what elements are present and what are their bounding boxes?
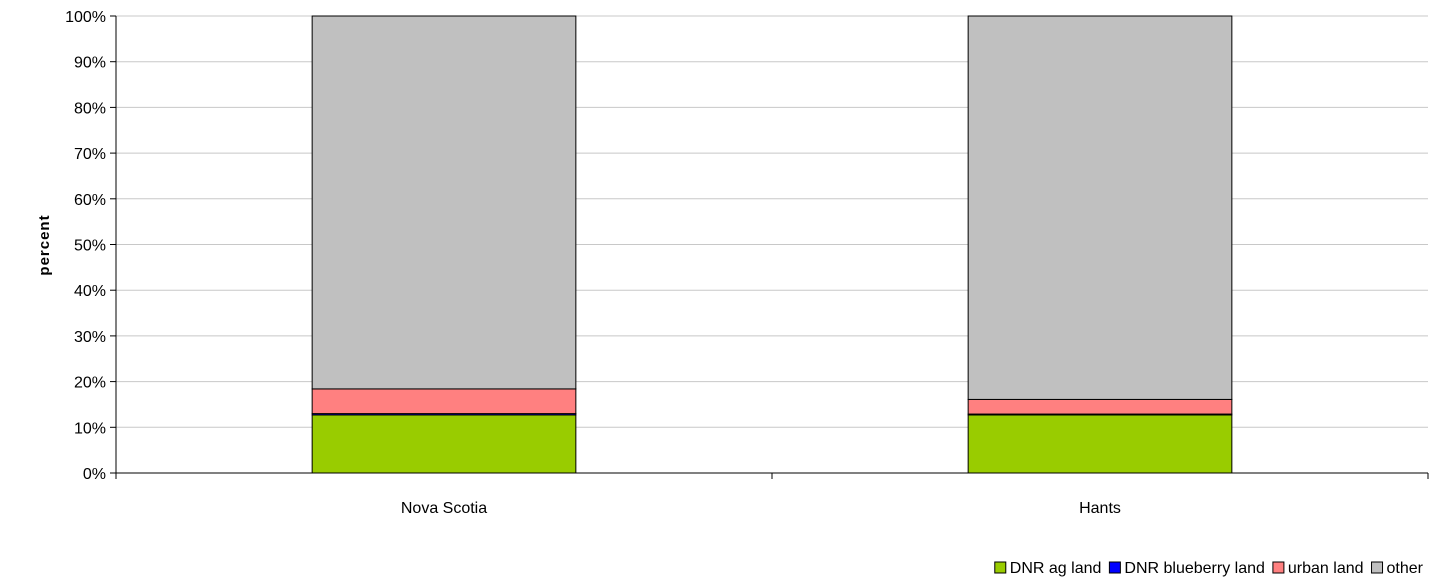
legend: DNR ag land DNR blueberry land urban land o… [995, 560, 1424, 577]
legend-label: urban land [1288, 560, 1364, 577]
bar-segment-other [312, 16, 576, 389]
y-tick-label: 70% [74, 146, 106, 163]
y-tick-label: 40% [74, 283, 106, 300]
legend-label: DNR ag land [1010, 560, 1102, 577]
legend-swatch [1273, 562, 1284, 573]
legend-swatch [995, 562, 1006, 573]
y-tick-label: 10% [74, 420, 106, 437]
bar-segment-dnr-ag-land [312, 415, 576, 473]
y-tick-label: 60% [74, 192, 106, 209]
x-category-label: Nova Scotia [401, 500, 487, 517]
axis-labels: 0% 10% 20% 30% 40% 50% 60% 70% 80% 90% 100% Nova Sc… [65, 9, 1121, 517]
bar-segment-other [968, 16, 1232, 399]
legend-swatch [1109, 562, 1120, 573]
x-category-label: Hants [1079, 500, 1121, 517]
y-tick-label: 50% [74, 238, 106, 255]
y-tick-label: 20% [74, 375, 106, 392]
y-tick-label: 90% [74, 55, 106, 72]
bar-segment-dnr-ag-land [968, 415, 1232, 473]
y-tick-label: 0% [83, 466, 106, 483]
bar-segment-urban-land [968, 399, 1232, 414]
legend-swatch [1372, 562, 1383, 573]
y-tick-label: 30% [74, 329, 106, 346]
y-tick-label: 80% [74, 100, 106, 117]
bar-segment-urban-land [312, 389, 576, 414]
y-tick-label: 100% [65, 9, 106, 26]
y-axis-title: percent [36, 214, 53, 275]
legend-label: other [1387, 560, 1424, 577]
legend-label: DNR blueberry land [1124, 560, 1265, 577]
